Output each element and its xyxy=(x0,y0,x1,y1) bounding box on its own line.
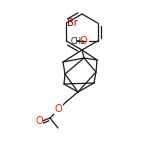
Text: Br: Br xyxy=(67,18,78,27)
Text: CH₃: CH₃ xyxy=(70,36,85,45)
Text: O: O xyxy=(55,104,62,114)
Text: O: O xyxy=(35,117,43,126)
Text: O: O xyxy=(80,36,88,46)
